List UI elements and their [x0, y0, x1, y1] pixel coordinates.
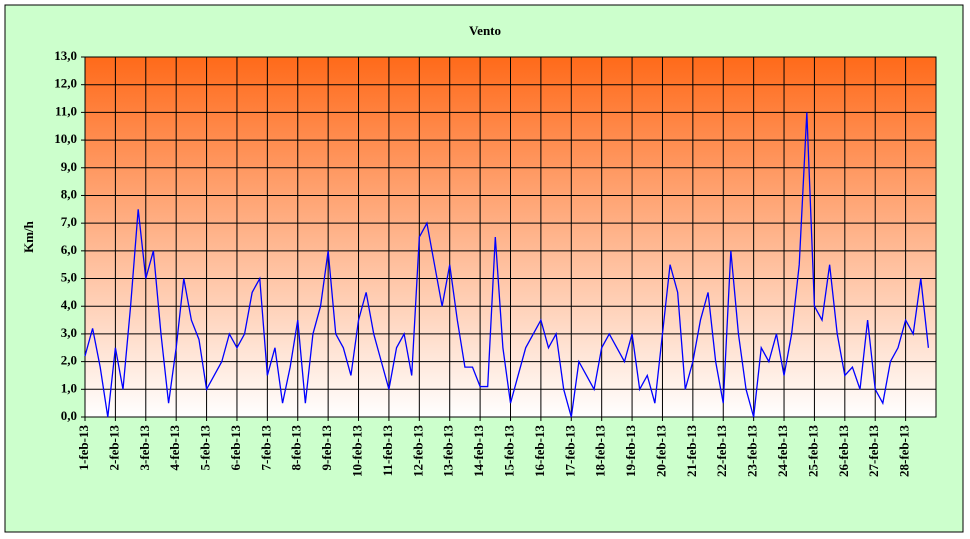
x-tick-label: 28-feb-13: [897, 425, 912, 477]
x-tick-label: 14-feb-13: [471, 425, 486, 477]
y-tick-label: 12,0: [54, 76, 77, 91]
x-tick-label: 1-feb-13: [76, 425, 91, 471]
data-line: [84, 112, 930, 418]
y-tick-label: 2,0: [61, 353, 77, 368]
y-tick-label: 13,0: [54, 48, 77, 63]
y-tick-label: 7,0: [61, 214, 77, 229]
y-axis-label: Km/h: [21, 220, 36, 253]
x-tick-label: 5-feb-13: [198, 425, 213, 471]
x-tick-label: 12-feb-13: [410, 425, 425, 477]
x-tick-label: 27-feb-13: [866, 425, 881, 477]
x-tick-label: 8-feb-13: [289, 425, 304, 471]
x-tick-label: 3-feb-13: [137, 425, 152, 471]
x-tick-label: 19-feb-13: [623, 425, 638, 477]
y-tick-label: 11,0: [55, 103, 77, 118]
x-tick-label: 23-feb-13: [745, 425, 760, 477]
x-tick-label: 13-feb-13: [441, 425, 456, 477]
x-tick-label: 18-feb-13: [593, 425, 608, 477]
y-tick-label: 9,0: [61, 159, 77, 174]
x-tick-label: 2-feb-13: [106, 425, 121, 471]
y-tick-label: 4,0: [61, 297, 77, 312]
x-tick-label: 9-feb-13: [319, 425, 334, 471]
chart-title: Vento: [469, 23, 501, 38]
y-tick-label: 8,0: [61, 186, 77, 201]
x-tick-label: 6-feb-13: [228, 425, 243, 471]
x-tick-label: 11-feb-13: [380, 425, 395, 477]
x-tick-label: 4-feb-13: [167, 425, 182, 471]
x-tick-label: 17-feb-13: [562, 425, 577, 477]
x-tick-label: 26-feb-13: [836, 425, 851, 477]
y-tick-label: 6,0: [61, 242, 77, 257]
y-tick-label: 0,0: [61, 408, 77, 423]
x-tick-label: 7-feb-13: [258, 425, 273, 471]
x-tick-label: 25-feb-13: [805, 425, 820, 477]
y-tick-label: 10,0: [54, 131, 77, 146]
y-tick-label: 5,0: [61, 270, 77, 285]
x-tick-label: 22-feb-13: [714, 425, 729, 477]
x-tick-label: 10-feb-13: [350, 425, 365, 477]
x-tick-label: 16-feb-13: [532, 425, 547, 477]
x-tick-label: 15-feb-13: [501, 425, 516, 477]
x-tick-label: 21-feb-13: [684, 425, 699, 477]
x-tick-label: 20-feb-13: [653, 425, 668, 477]
y-tick-label: 1,0: [61, 380, 77, 395]
y-tick-label: 3,0: [61, 325, 77, 340]
x-tick-label: 24-feb-13: [775, 425, 790, 477]
